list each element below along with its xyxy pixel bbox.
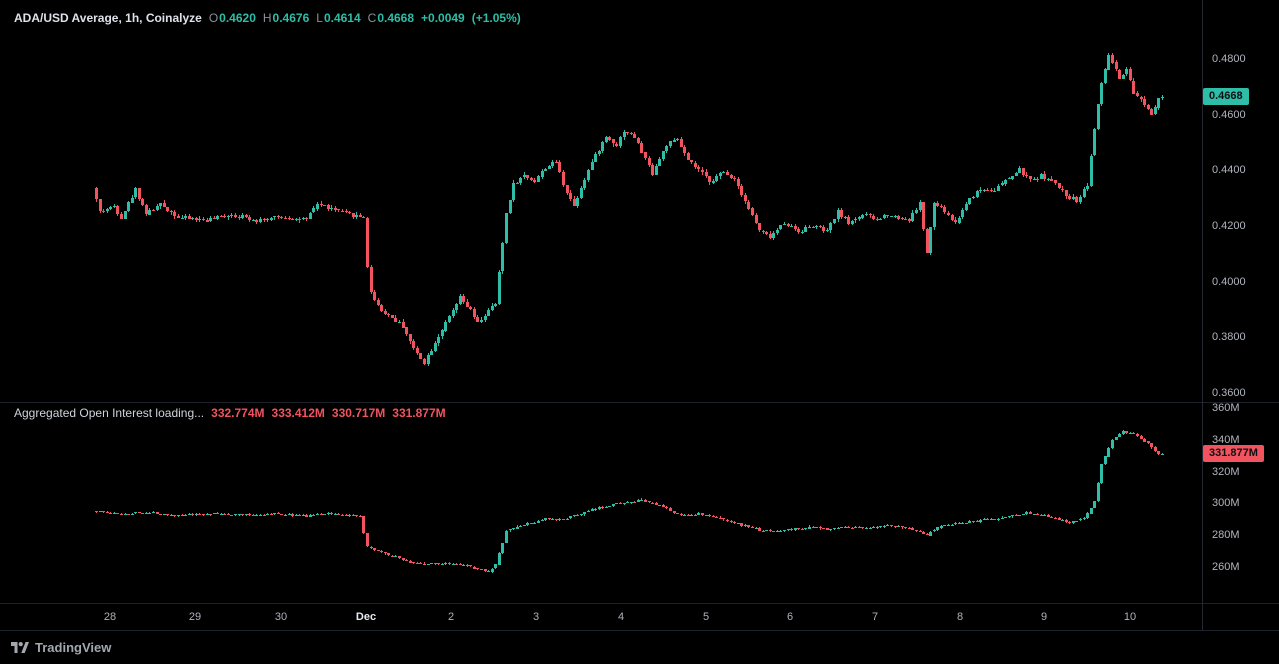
axis-tick-label: 0.4800 [1212,53,1246,66]
axis-tick-label: 280M [1212,529,1240,542]
time-tick-label: 3 [532,611,540,623]
ohlc-close: C 0.4668 [367,11,415,25]
time-tick-label: 7 [871,611,879,623]
pane-divider[interactable] [0,402,1279,403]
oi-open-value: 332.774M [211,406,265,420]
time-tick-label: 28 [103,611,117,623]
oi-high-value: 333.412M [271,406,325,420]
oi-pane-legend: Aggregated Open Interest loading... 332.… [14,406,446,420]
axis-tick-label: 320M [1212,465,1240,478]
axis-tick-label: 300M [1212,497,1240,510]
axis-tick-label: 0.4400 [1212,164,1246,177]
axis-tick-label: 0.3600 [1212,386,1246,399]
oi-low-value: 330.717M [331,406,386,420]
time-tick-label: 9 [1040,611,1048,623]
candlestick-chart-canvas[interactable] [0,0,1201,630]
axis-tick-label: 260M [1212,561,1240,574]
oi-indicator-title[interactable]: Aggregated Open Interest loading... [14,406,205,420]
axis-tick-label: 0.4000 [1212,275,1246,288]
axis-tick-label: 0.4600 [1212,108,1246,121]
toolbar-divider [0,630,1279,631]
price-pane-legend: ADA/USD Average, 1h, Coinalyze O 0.4620 H… [14,11,521,25]
bottom-toolbar: TradingView [0,631,1279,664]
tradingview-brand-link[interactable]: TradingView [10,640,111,655]
last-oi-badge: 331.877M [1203,444,1264,462]
ohlc-high: H 0.4676 [262,11,310,25]
axis-tick-label: 0.3800 [1212,331,1246,344]
ohlc-open: O 0.4620 [208,11,256,25]
tradingview-logo-icon [11,642,29,653]
price-axis[interactable]: 0.4800 0.4600 0.4400 0.4200 0.4000 0.3800 0.36… [1202,0,1279,630]
time-axis[interactable]: 28 29 30 Dec 2 3 4 5 6 7 8 9 10 [0,604,1201,630]
time-tick-label: 8 [956,611,964,623]
time-tick-label: 29 [188,611,202,623]
time-tick-label: 6 [786,611,794,623]
time-tick-label: Dec [355,611,377,623]
axis-tick-label: 340M [1212,433,1240,446]
tradingview-wordmark: TradingView [35,640,112,655]
time-tick-label: 2 [447,611,455,623]
symbol-title[interactable]: ADA/USD Average, 1h, Coinalyze [14,11,202,25]
change-percent: (+1.05%) [471,11,521,25]
change-absolute: +0.0049 [421,11,465,25]
last-price-badge: 0.4668 [1203,87,1249,105]
time-tick-label: 30 [274,611,288,623]
oi-close-value: 331.877M [392,406,446,420]
time-axis-divider [0,603,1279,604]
ohlc-low: L 0.4614 [316,11,361,25]
axis-tick-label: 360M [1212,401,1240,414]
time-tick-label: 10 [1123,611,1137,623]
time-tick-label: 5 [702,611,710,623]
axis-tick-label: 0.4200 [1212,219,1246,232]
time-tick-label: 4 [617,611,625,623]
